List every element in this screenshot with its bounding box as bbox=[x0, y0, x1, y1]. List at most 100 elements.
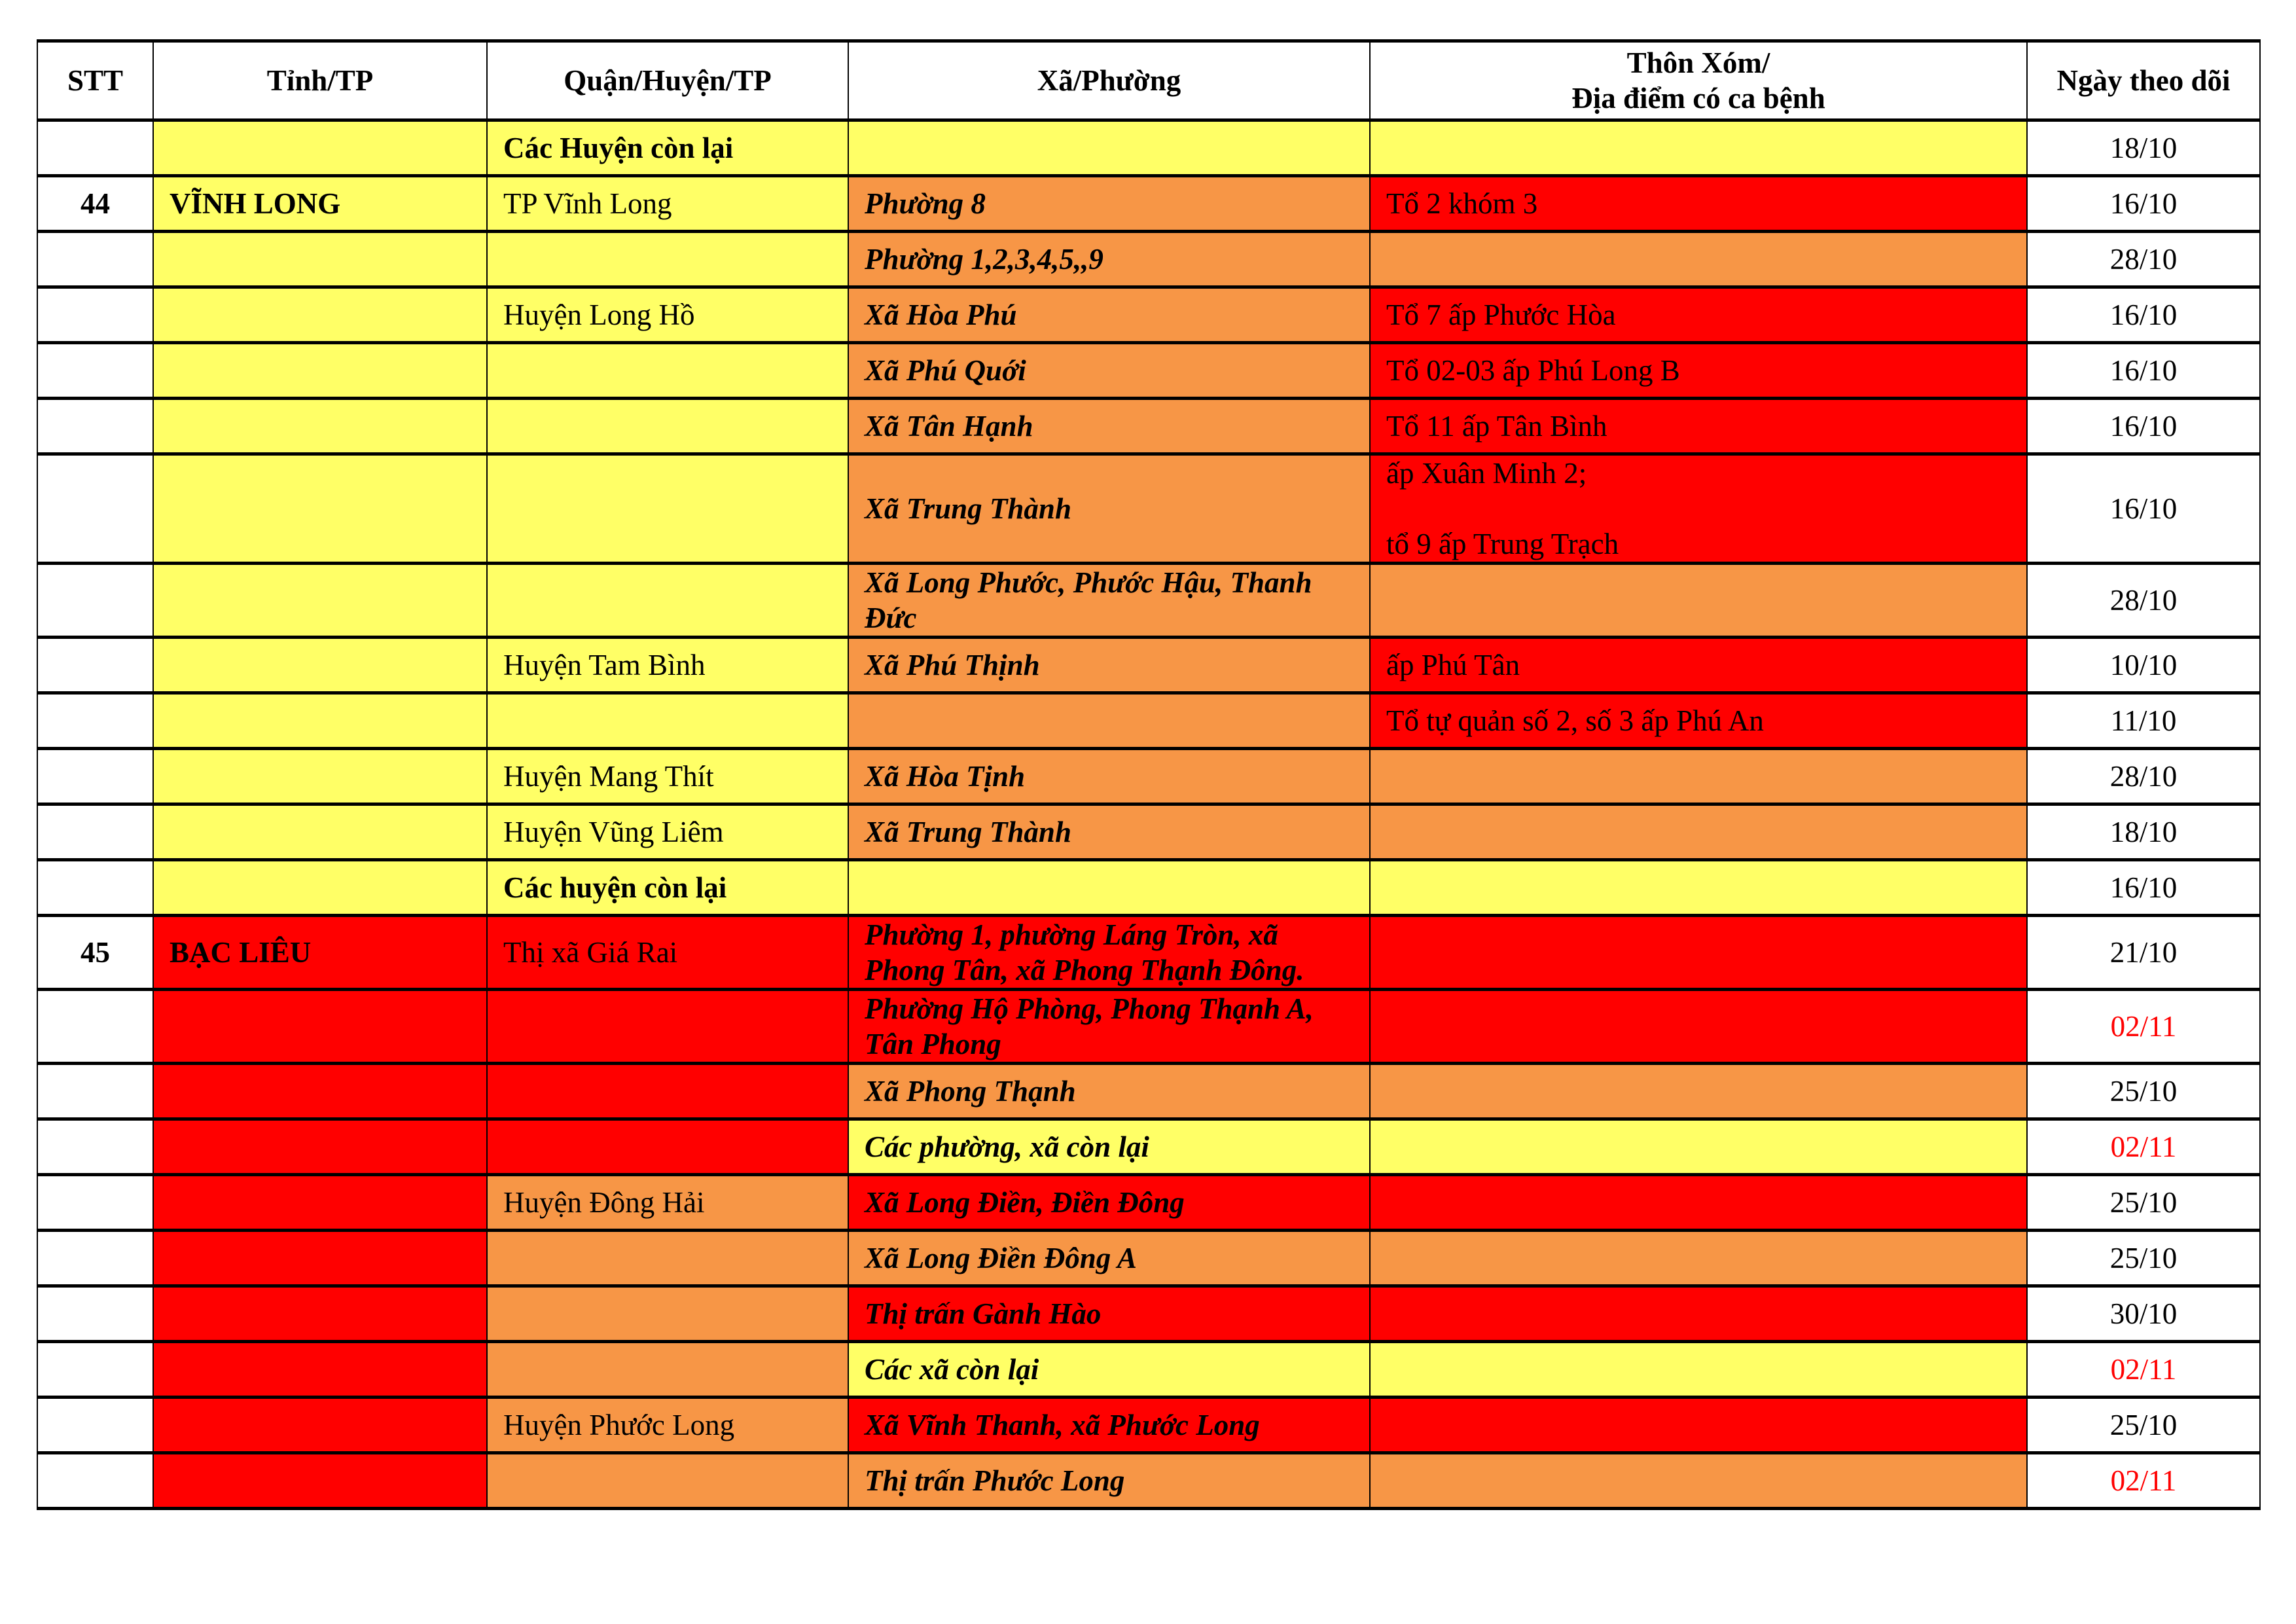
district-cell: TP Vĩnh Long bbox=[486, 174, 849, 233]
province-cell bbox=[152, 691, 488, 750]
header-monitor-date: Ngày theo dõi bbox=[2026, 39, 2261, 122]
stt-cell bbox=[37, 1062, 154, 1121]
table-row: Xã Trung Thành ấp Xuân Minh 2; tổ 9 ấp Tr… bbox=[37, 452, 2261, 565]
district-cell bbox=[486, 230, 849, 289]
ward-cell: Phường Hộ Phòng, Phong Thạnh A, Tân Phon… bbox=[848, 988, 1371, 1065]
monitor-date-cell: 18/10 bbox=[2026, 803, 2261, 861]
ward-cell: Xã Vĩnh Thanh, xã Phước Long bbox=[848, 1396, 1371, 1454]
stt-cell bbox=[37, 230, 154, 289]
table-row: Tổ tự quản số 2, số 3 ấp Phú An 11/10 bbox=[37, 691, 2261, 750]
monitor-date-cell: 16/10 bbox=[2026, 285, 2261, 344]
district-cell bbox=[486, 1284, 849, 1343]
hamlet-cell: Tổ 7 ấp Phước Hòa bbox=[1369, 285, 2028, 344]
table-row: Xã Tân Hạnh Tổ 11 ấp Tân Bình 16/10 bbox=[37, 397, 2261, 456]
monitor-date-cell: 02/11 bbox=[2026, 1451, 2261, 1510]
stt-cell bbox=[37, 1284, 154, 1343]
stt-cell bbox=[37, 1396, 154, 1454]
hamlet-cell: Tổ tự quản số 2, số 3 ấp Phú An bbox=[1369, 691, 2028, 750]
stt-cell: 45 bbox=[37, 914, 154, 991]
hamlet-cell bbox=[1369, 1173, 2028, 1232]
table-row: 45 BẠC LIÊU Thị xã Giá Rai Phường 1, phường… bbox=[37, 914, 2261, 991]
table-row: Các xã còn lại 02/11 bbox=[37, 1340, 2261, 1399]
ward-cell: Xã Trung Thành bbox=[848, 803, 1371, 861]
province-cell bbox=[152, 562, 488, 639]
province-cell bbox=[152, 1340, 488, 1399]
ward-cell: Các phường, xã còn lại bbox=[848, 1117, 1371, 1176]
district-cell bbox=[486, 1117, 849, 1176]
hamlet-cell bbox=[1369, 858, 2028, 917]
hamlet-cell bbox=[1369, 118, 2028, 177]
ward-cell: Xã Hòa Phú bbox=[848, 285, 1371, 344]
ward-cell: Các xã còn lại bbox=[848, 1340, 1371, 1399]
district-cell bbox=[486, 988, 849, 1065]
monitor-date-cell: 28/10 bbox=[2026, 747, 2261, 806]
stt-cell: 44 bbox=[37, 174, 154, 233]
stt-cell bbox=[37, 1173, 154, 1232]
header-stt: STT bbox=[37, 39, 154, 122]
table-row: Các huyện còn lại 16/10 bbox=[37, 858, 2261, 917]
district-cell bbox=[486, 1229, 849, 1288]
district-cell bbox=[486, 1451, 849, 1510]
table-row: Xã Phú Quới Tổ 02-03 ấp Phú Long B 16/10 bbox=[37, 341, 2261, 400]
province-cell bbox=[152, 118, 488, 177]
stt-cell bbox=[37, 858, 154, 917]
outbreak-tracking-table: STT Tỉnh/TP Quận/Huyện/TP Xã/Phường Thôn… bbox=[37, 39, 2261, 1510]
district-cell: Các huyện còn lại bbox=[486, 858, 849, 917]
district-cell bbox=[486, 397, 849, 456]
monitor-date-cell: 16/10 bbox=[2026, 858, 2261, 917]
province-cell bbox=[152, 988, 488, 1065]
stt-cell bbox=[37, 803, 154, 861]
monitor-date-cell: 30/10 bbox=[2026, 1284, 2261, 1343]
stt-cell bbox=[37, 747, 154, 806]
header-ward: Xã/Phường bbox=[848, 39, 1371, 122]
province-cell bbox=[152, 803, 488, 861]
province-cell bbox=[152, 285, 488, 344]
table-row: Huyện Phước Long Xã Vĩnh Thanh, xã Phước … bbox=[37, 1396, 2261, 1454]
ward-cell: Xã Phú Thịnh bbox=[848, 636, 1371, 695]
ward-cell: Xã Phú Quới bbox=[848, 341, 1371, 400]
province-cell bbox=[152, 230, 488, 289]
ward-cell: Thị trấn Gành Hào bbox=[848, 1284, 1371, 1343]
table-row: Huyện Long Hồ Xã Hòa Phú Tổ 7 ấp Phước Hòa… bbox=[37, 285, 2261, 344]
monitor-date-cell: 25/10 bbox=[2026, 1229, 2261, 1288]
district-cell bbox=[486, 691, 849, 750]
district-cell: Huyện Vũng Liêm bbox=[486, 803, 849, 861]
monitor-date-cell: 21/10 bbox=[2026, 914, 2261, 991]
stt-cell bbox=[37, 691, 154, 750]
hamlet-cell bbox=[1369, 914, 2028, 991]
province-cell: VĨNH LONG bbox=[152, 174, 488, 233]
stt-cell bbox=[37, 1451, 154, 1510]
monitor-date-cell: 16/10 bbox=[2026, 341, 2261, 400]
ward-cell: Xã Phong Thạnh bbox=[848, 1062, 1371, 1121]
ward-cell: Xã Trung Thành bbox=[848, 452, 1371, 565]
hamlet-cell bbox=[1369, 747, 2028, 806]
hamlet-cell bbox=[1369, 988, 2028, 1065]
district-cell bbox=[486, 341, 849, 400]
province-cell: BẠC LIÊU bbox=[152, 914, 488, 991]
table-row: Phường Hộ Phòng, Phong Thạnh A, Tân Phon… bbox=[37, 988, 2261, 1065]
monitor-date-cell: 25/10 bbox=[2026, 1396, 2261, 1454]
table-row: Huyện Đông Hải Xã Long Điền, Điền Đông 25/… bbox=[37, 1173, 2261, 1232]
table-row: Huyện Vũng Liêm Xã Trung Thành 18/10 bbox=[37, 803, 2261, 861]
district-cell bbox=[486, 452, 849, 565]
header-district: Quận/Huyện/TP bbox=[486, 39, 849, 122]
monitor-date-cell: 28/10 bbox=[2026, 562, 2261, 639]
monitor-date-cell: 25/10 bbox=[2026, 1062, 2261, 1121]
hamlet-cell: Tổ 02-03 ấp Phú Long B bbox=[1369, 341, 2028, 400]
province-cell bbox=[152, 397, 488, 456]
monitor-date-cell: 16/10 bbox=[2026, 397, 2261, 456]
province-cell bbox=[152, 1062, 488, 1121]
hamlet-cell bbox=[1369, 1117, 2028, 1176]
ward-cell: Xã Long Phước, Phước Hậu, Thanh Đức bbox=[848, 562, 1371, 639]
district-cell: Huyện Phước Long bbox=[486, 1396, 849, 1454]
province-cell bbox=[152, 1117, 488, 1176]
hamlet-cell bbox=[1369, 230, 2028, 289]
stt-cell bbox=[37, 1229, 154, 1288]
ward-cell: Xã Long Điền Đông A bbox=[848, 1229, 1371, 1288]
stt-cell bbox=[37, 341, 154, 400]
table-row: Các Huyện còn lại 18/10 bbox=[37, 118, 2261, 177]
province-cell bbox=[152, 1451, 488, 1510]
province-cell bbox=[152, 1229, 488, 1288]
province-cell bbox=[152, 858, 488, 917]
hamlet-cell bbox=[1369, 562, 2028, 639]
